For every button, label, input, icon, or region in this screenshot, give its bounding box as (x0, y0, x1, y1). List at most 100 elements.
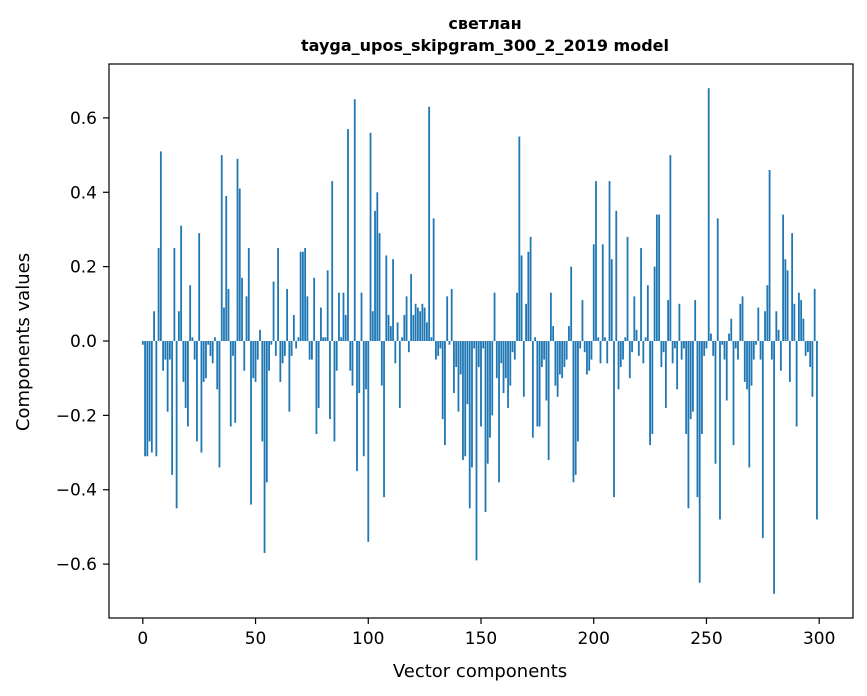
bar (698, 341, 701, 583)
bar (376, 192, 379, 341)
bar (304, 248, 307, 341)
bar (290, 341, 293, 356)
bar (464, 341, 467, 457)
bar (586, 341, 588, 375)
bar (734, 341, 737, 349)
bar (218, 341, 221, 468)
bar (507, 341, 509, 408)
bar (243, 341, 246, 371)
bar (676, 341, 679, 390)
bar (430, 337, 433, 341)
bar (662, 341, 665, 353)
bar (775, 311, 778, 341)
bar (516, 292, 518, 341)
bar (428, 106, 431, 341)
bar (292, 314, 295, 341)
bar (570, 266, 573, 341)
bar (453, 341, 455, 394)
bar (252, 341, 255, 379)
bar (804, 341, 807, 356)
bar (353, 99, 356, 341)
bar (511, 341, 514, 353)
bar (157, 248, 160, 341)
bar (425, 322, 428, 341)
bar (534, 337, 537, 341)
bar (286, 288, 289, 341)
bar (671, 341, 674, 364)
bar (568, 326, 570, 341)
bar (344, 314, 347, 341)
x-tick-label: 150 (465, 629, 497, 649)
bar (484, 341, 487, 513)
bar (200, 341, 203, 453)
bar (306, 296, 309, 341)
bar (743, 341, 746, 382)
bar (351, 341, 354, 386)
bar (198, 233, 201, 341)
bar (513, 341, 516, 360)
bar (802, 318, 805, 341)
bar (265, 341, 268, 483)
bar (180, 225, 183, 341)
x-tick-label: 250 (690, 629, 722, 649)
bar (707, 88, 710, 341)
bar (791, 233, 794, 341)
bar (779, 341, 782, 371)
bar (383, 341, 385, 498)
bar (196, 341, 198, 442)
bar (220, 155, 223, 341)
y-axis-label: Components values (13, 253, 34, 431)
bar (737, 341, 739, 360)
bar (577, 341, 579, 442)
bar (716, 218, 719, 341)
bar (502, 341, 505, 394)
bar (462, 341, 464, 460)
bar (601, 244, 604, 341)
bar (432, 218, 435, 341)
bar (500, 341, 503, 364)
bar (712, 341, 715, 356)
bar (475, 341, 478, 561)
bar (191, 337, 194, 341)
bar (768, 169, 771, 341)
bar (495, 341, 498, 379)
bar (380, 341, 383, 386)
bar (773, 341, 775, 594)
bar (423, 307, 426, 341)
bar (396, 322, 399, 341)
bar (705, 341, 708, 349)
bar (401, 337, 403, 341)
bar (667, 300, 670, 341)
bar (757, 307, 760, 341)
bar (631, 341, 633, 353)
bar (642, 341, 645, 364)
bar (617, 341, 620, 390)
bar (615, 210, 618, 341)
x-tick-label: 50 (245, 629, 267, 649)
bar (450, 288, 453, 341)
bar (746, 341, 748, 390)
bar (405, 296, 408, 341)
bar (214, 337, 216, 341)
bar (320, 307, 322, 341)
bar (315, 341, 318, 434)
bar (797, 292, 800, 341)
bar (522, 341, 525, 397)
bar (374, 210, 376, 341)
bar (759, 341, 762, 360)
bar (800, 300, 803, 341)
bar (777, 329, 780, 341)
bar (392, 259, 394, 341)
bar (640, 248, 642, 341)
bar (259, 329, 261, 341)
bar (468, 341, 471, 509)
bar (202, 341, 205, 382)
bar (247, 248, 250, 341)
bar (365, 341, 367, 390)
bar (592, 244, 595, 341)
bar (574, 341, 577, 475)
y-tick-label: −0.4 (56, 481, 97, 501)
bar (371, 311, 374, 341)
bar (457, 341, 460, 412)
bar (250, 341, 252, 505)
